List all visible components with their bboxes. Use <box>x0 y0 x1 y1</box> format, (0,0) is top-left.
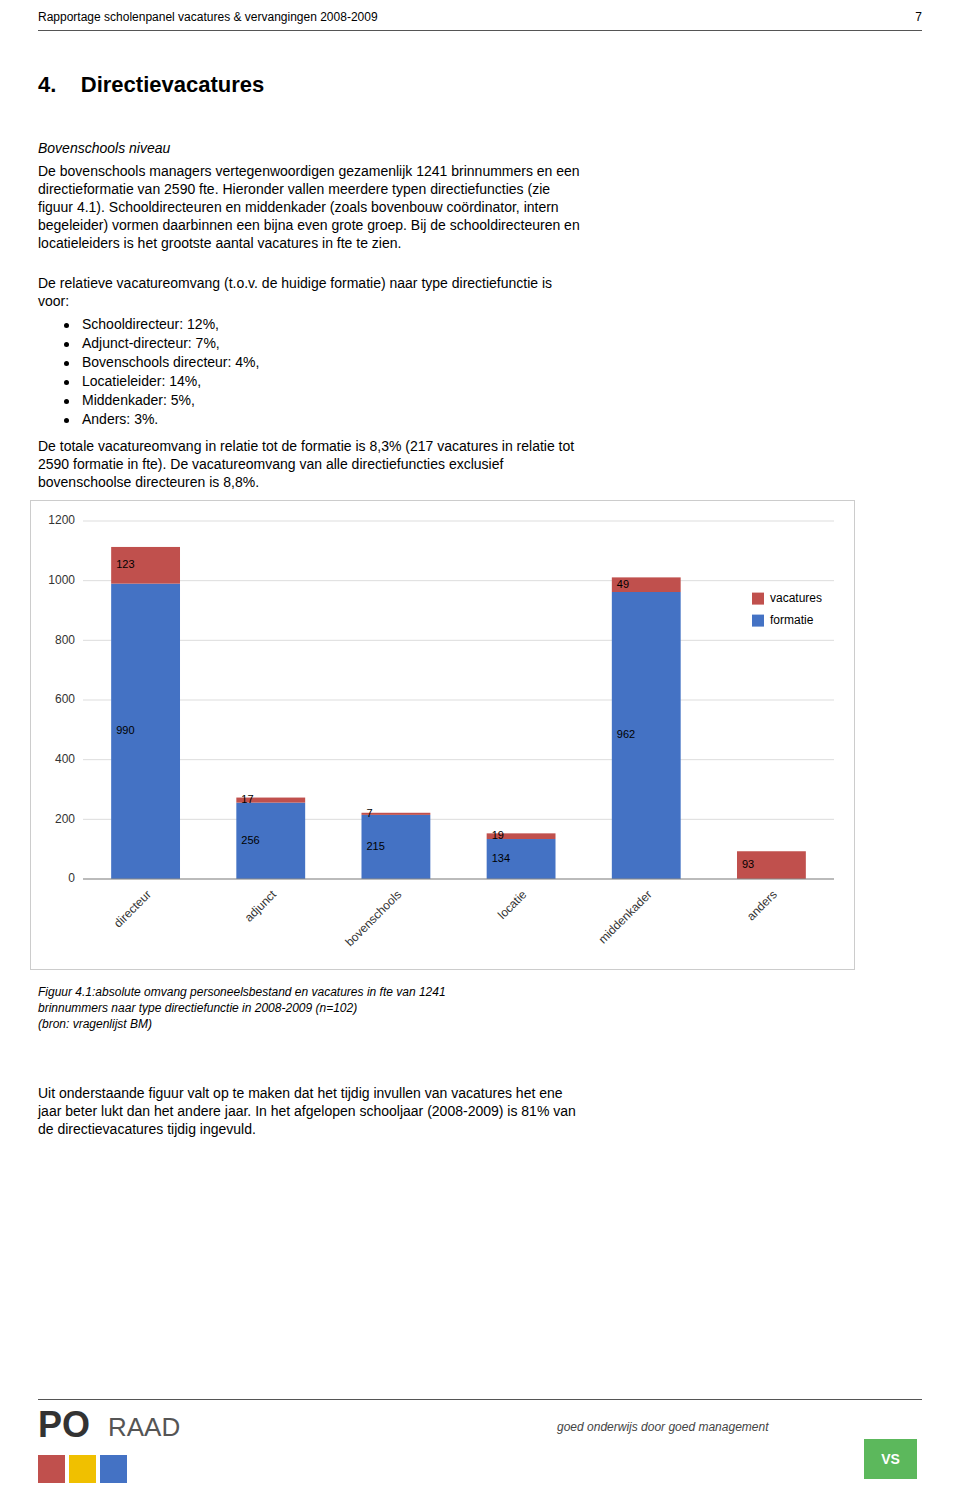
data-label: 19 <box>492 829 504 841</box>
data-label: 134 <box>492 852 510 864</box>
grid-line <box>83 819 834 820</box>
bar-segment <box>612 577 681 592</box>
logo-square <box>100 1455 127 1483</box>
legend-swatch <box>752 615 764 627</box>
bar-segment <box>487 839 556 879</box>
section-title: 4. Directievacatures <box>38 72 264 98</box>
data-label: 49 <box>617 578 629 590</box>
footer-rule <box>38 1399 922 1400</box>
logo-title: PO <box>38 1404 90 1446</box>
grid-line <box>83 580 834 581</box>
page: {"page": { "background": "#FFFFFF", "hea… <box>0 0 960 1494</box>
bullet-dot <box>64 361 69 366</box>
data-label: 990 <box>116 724 134 736</box>
y-tick-label: 800 <box>55 633 75 647</box>
legend-label: vacatures <box>770 591 822 605</box>
bullet-dot <box>64 418 69 423</box>
text-line: de directievacatures tijdig ingevuld. <box>38 1121 256 1137</box>
grid-line <box>83 759 834 760</box>
y-tick-label: 200 <box>55 812 75 826</box>
logo-square <box>38 1455 65 1483</box>
bar-segment <box>612 592 681 879</box>
legend-label: formatie <box>770 613 814 627</box>
bar-segment <box>361 815 430 879</box>
grid-line <box>83 879 834 880</box>
text-line: directieformatie van 2590 fte. Hieronder… <box>38 181 550 197</box>
text-line: De bovenschools managers vertegenwoordig… <box>38 163 580 179</box>
text-line: jaar beter lukt dan het andere jaar. In … <box>38 1103 576 1119</box>
bullet-dot <box>64 380 69 385</box>
bullet-text: Bovenschools directeur: 4%, <box>82 354 259 370</box>
legend-swatch <box>752 593 764 605</box>
bullet-text: Locatieleider: 14%, <box>82 373 201 389</box>
bar-segment <box>236 803 305 879</box>
text-line: brinnummers naar type directiefunctie in… <box>38 1001 357 1015</box>
legend: vacatures formatie <box>752 591 822 627</box>
chart: 0 200 400 600 800 1000 1200 990 256 215 134 962 123 1… <box>31 501 854 969</box>
logo-subtitle: RAAD <box>108 1412 180 1443</box>
tagline: goed onderwijs door goed management <box>557 1420 768 1434</box>
bullet-text: Schooldirecteur: 12%, <box>82 316 219 332</box>
x-tick-label: bovenschools <box>342 887 404 949</box>
x-tick-label: middenkader <box>596 887 655 946</box>
grid-line <box>83 640 834 641</box>
page-number: 7 <box>915 10 922 24</box>
data-label: 123 <box>116 558 134 570</box>
data-label: 93 <box>742 858 754 870</box>
text-line: Figuur 4.1:absolute omvang personeelsbes… <box>38 985 446 999</box>
bullet-text: Middenkader: 5%, <box>82 392 195 408</box>
text-line: voor: <box>38 293 69 309</box>
text-line: begeleider) vormen daarbinnen een bijna … <box>38 217 580 233</box>
text-line: figuur 4.1). Schooldirecteuren en midden… <box>38 199 559 215</box>
grid-line <box>83 700 834 701</box>
text-line: locatieleiders is het grootste aantal va… <box>38 235 401 251</box>
bullet-dot <box>64 323 69 328</box>
data-label: 7 <box>366 807 372 819</box>
text-line: De totale vacatureomvang in relatie tot … <box>38 438 574 454</box>
logo-square <box>69 1455 96 1483</box>
header-rule <box>38 30 922 31</box>
x-tick-label: directeur <box>111 887 154 930</box>
y-tick-label: 400 <box>55 752 75 766</box>
x-axis-line <box>83 879 834 880</box>
x-tick-label: anders <box>744 887 780 923</box>
y-tick-label: 1000 <box>48 573 75 587</box>
bullet-dot <box>64 399 69 404</box>
chart-frame: 0 200 400 600 800 1000 1200 990 256 215 134 962 123 1… <box>30 500 855 970</box>
text-line: De relatieve vacatureomvang (t.o.v. de h… <box>38 275 552 291</box>
data-label: 962 <box>617 728 635 740</box>
x-tick-label: locatie <box>495 887 530 922</box>
grid-line <box>83 521 834 522</box>
subtitle: Bovenschools niveau <box>38 140 170 156</box>
data-label: 17 <box>241 793 253 805</box>
text-line: 2590 formatie in fte). De vacatureomvang… <box>38 456 503 472</box>
header-title: Rapportage scholenpanel vacatures & verv… <box>38 10 378 24</box>
bullet-text: Anders: 3%. <box>82 411 158 427</box>
text-line: (bron: vragenlijst BM) <box>38 1017 152 1031</box>
bullet-dot <box>64 342 69 347</box>
y-tick-label: 1200 <box>48 513 75 527</box>
data-label: 256 <box>241 834 259 846</box>
bars <box>111 547 806 879</box>
data-label: 215 <box>366 840 384 852</box>
text-line: bovenschoolse directeuren is 8,8%. <box>38 474 259 490</box>
x-tick-label: adjunct <box>242 887 280 925</box>
bullet-text: Adjunct-directeur: 7%, <box>82 335 220 351</box>
text-line: Uit onderstaande figuur valt op te maken… <box>38 1085 563 1101</box>
y-tick-label: 0 <box>68 871 75 885</box>
bar-segment <box>737 851 806 879</box>
bar-segment <box>111 584 180 879</box>
badge: VS <box>864 1439 917 1479</box>
badge-text: VS <box>881 1451 900 1467</box>
y-tick-label: 600 <box>55 692 75 706</box>
bar-segment <box>111 547 180 584</box>
